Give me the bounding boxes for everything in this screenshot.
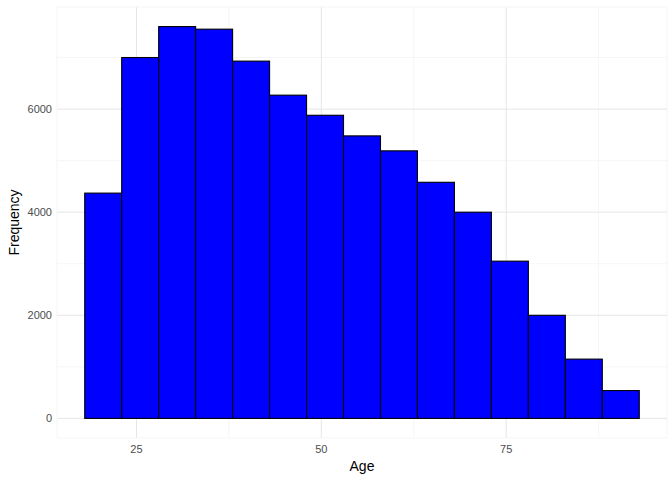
y-axis-title: Frequency <box>6 189 22 255</box>
x-tick-label: 25 <box>130 443 142 455</box>
bar <box>380 151 417 419</box>
chart-container: 25 50 75 0 2000 4000 6000 Age Frequency <box>0 0 672 480</box>
y-tick-label: 4000 <box>28 206 52 218</box>
bar <box>270 95 307 418</box>
bar <box>602 391 639 419</box>
bar <box>417 182 454 418</box>
bar <box>307 115 344 418</box>
bar <box>344 136 381 419</box>
y-tick-label: 0 <box>46 412 52 424</box>
bar <box>454 212 491 418</box>
bar <box>159 27 196 419</box>
bar <box>122 58 159 419</box>
x-tick-label: 75 <box>500 443 512 455</box>
x-tick-label: 50 <box>315 443 327 455</box>
y-tick-label: 6000 <box>28 103 52 115</box>
bar <box>85 193 122 418</box>
grid <box>57 7 667 438</box>
chart: 25 50 75 0 2000 4000 6000 Age Frequency <box>0 0 672 480</box>
tick-labels: 25 50 75 0 2000 4000 6000 <box>28 103 513 455</box>
bar <box>565 359 602 418</box>
y-tick-label: 2000 <box>28 309 52 321</box>
bar <box>528 315 565 418</box>
x-axis-title: Age <box>350 458 375 474</box>
plot-frame <box>57 7 667 438</box>
bar <box>233 61 270 418</box>
bars <box>85 27 640 419</box>
bar <box>196 29 233 418</box>
bar <box>491 261 528 418</box>
